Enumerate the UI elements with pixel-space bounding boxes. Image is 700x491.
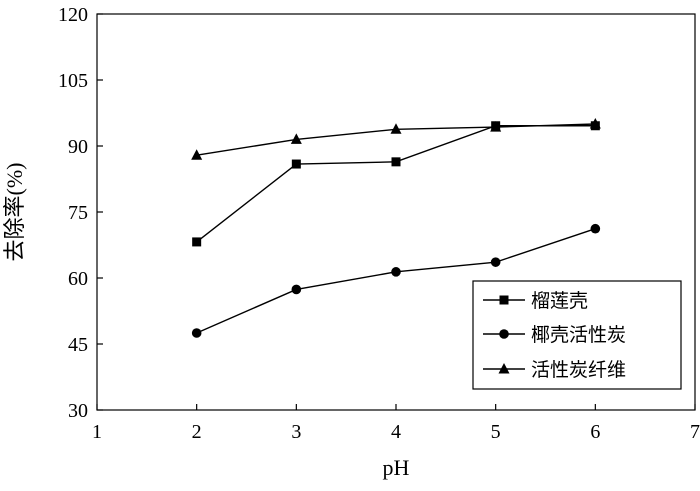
y-tick-label: 90	[68, 136, 88, 158]
x-tick-label: 6	[590, 421, 600, 443]
y-tick-label: 120	[58, 4, 88, 26]
data-point-triangle	[290, 133, 302, 144]
data-point-triangle	[589, 118, 601, 129]
x-tick-label: 1	[92, 421, 102, 443]
x-tick-label: 4	[391, 421, 401, 443]
data-point-triangle	[191, 149, 203, 160]
legend-marker-triangle	[498, 363, 510, 374]
legend-label: 椰壳活性炭	[531, 324, 626, 346]
data-point-circle	[590, 223, 601, 234]
data-point-square	[391, 157, 401, 167]
data-point-circle	[490, 257, 501, 267]
y-tick-label: 75	[68, 202, 88, 224]
x-tick-label: 2	[192, 421, 202, 443]
x-axis-title: pH	[383, 455, 410, 480]
x-tick-label: 3	[291, 421, 301, 443]
series-line-square	[196, 125, 596, 243]
data-point-triangle	[490, 121, 502, 132]
data-point-square	[192, 237, 202, 247]
data-point-square	[291, 159, 301, 169]
y-axis-title: 去除率(%)	[2, 163, 27, 262]
x-tick-label: 5	[491, 421, 501, 443]
series-group	[191, 118, 601, 338]
legend-marker-circle	[499, 329, 509, 339]
data-point-circle	[291, 284, 302, 295]
y-tick-label: 45	[68, 334, 88, 356]
y-tick-label: 105	[58, 70, 88, 92]
legend-label: 活性炭纤维	[531, 359, 626, 381]
legend-label: 榴莲壳	[531, 290, 588, 312]
data-point-triangle	[390, 123, 402, 134]
x-tick-label: 7	[690, 421, 700, 443]
data-point-circle	[191, 328, 202, 338]
y-tick-label: 60	[68, 268, 88, 290]
data-point-circle	[391, 267, 401, 277]
y-tick-label: 30	[68, 400, 88, 422]
legend-marker-square	[499, 295, 509, 305]
